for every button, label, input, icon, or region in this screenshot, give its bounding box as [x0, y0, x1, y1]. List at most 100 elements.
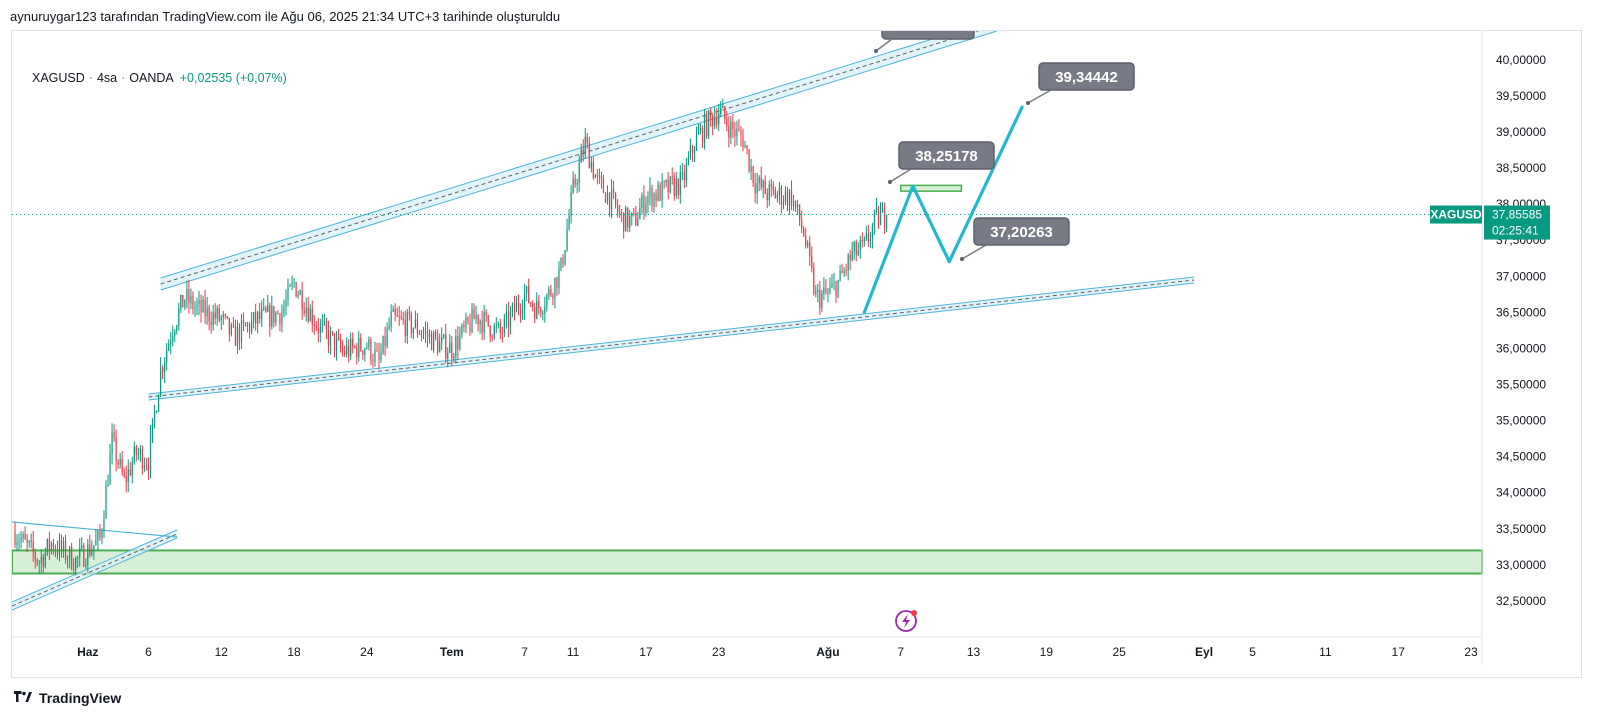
annotations: 38,25178 37,20263 39,34442 — [874, 31, 1135, 261]
lightning-icon — [902, 614, 910, 628]
candle-body — [58, 540, 61, 555]
candle-body — [222, 314, 224, 318]
candle-body — [346, 345, 348, 355]
candle-body — [103, 518, 105, 531]
candle-body — [475, 314, 477, 320]
time-tick-label: 5 — [1249, 645, 1256, 659]
candle-body — [831, 283, 833, 288]
candle-body — [228, 317, 230, 335]
chart-frame[interactable]: 38,25178 37,20263 39,34442 40,00000 39,5000… — [11, 30, 1582, 678]
candle-body — [528, 286, 530, 303]
candle-body — [36, 559, 38, 564]
candle-body — [234, 326, 237, 346]
candle-body — [178, 308, 180, 326]
candle-body — [497, 323, 499, 326]
price-tick-label: 35,50000 — [1496, 378, 1546, 392]
candle-body — [109, 453, 111, 485]
candle-body — [287, 286, 289, 300]
candle-body — [77, 557, 79, 559]
candle-body — [570, 192, 572, 216]
candle-body — [117, 461, 119, 465]
time-tick-label: 25 — [1112, 645, 1126, 659]
candle-body — [362, 350, 364, 355]
candle-body — [481, 320, 483, 333]
time-tick-label: 17 — [1392, 645, 1406, 659]
candle-body — [623, 212, 625, 232]
candle-body — [285, 299, 287, 308]
candle-body — [30, 540, 32, 542]
candle-body — [257, 311, 259, 324]
chart-svg[interactable]: 38,25178 37,20263 39,34442 40,00000 39,5000… — [12, 31, 1583, 679]
candle-body — [471, 308, 473, 333]
candle-body — [708, 110, 710, 137]
candle-body — [232, 324, 235, 327]
candle-body — [374, 350, 376, 362]
candle-body — [455, 336, 457, 357]
tradingview-logo-icon — [14, 691, 32, 702]
candle-body — [66, 559, 69, 561]
candle-body — [139, 448, 141, 454]
time-tick-label: Haz — [77, 645, 98, 659]
candle-body — [200, 299, 202, 313]
candle-body — [550, 289, 552, 295]
candle-body — [133, 446, 135, 463]
candle-body — [560, 257, 562, 269]
candle-body — [162, 367, 164, 373]
candle-body — [418, 333, 421, 335]
time-tick-label: 11 — [567, 645, 580, 659]
candle-body — [637, 219, 639, 226]
candle-body — [44, 552, 46, 567]
candle-body — [477, 314, 479, 325]
candle-body — [875, 207, 878, 212]
candle-body — [657, 184, 659, 201]
price-axis: 40,0000039,5000039,0000038,5000038,00000… — [1481, 31, 1546, 665]
candle-body — [354, 346, 356, 348]
projection — [862, 105, 1024, 314]
base-trendline-lower — [12, 537, 178, 611]
time-tick-label: 19 — [1040, 645, 1054, 659]
candle-body — [612, 188, 615, 193]
candle-body — [513, 304, 516, 313]
candle-body — [734, 129, 736, 137]
candle-body — [62, 541, 65, 551]
chart-legend[interactable]: XAGUSD · 4sa · OANDA +0,02535 (+0,07%) — [32, 71, 287, 85]
candle-body — [621, 212, 623, 214]
candle-body — [515, 302, 518, 313]
candle-body — [863, 237, 865, 242]
candle-body — [859, 239, 861, 251]
candle-body — [412, 327, 414, 334]
candle-body — [166, 350, 168, 363]
candle-body — [145, 465, 148, 467]
time-tick-label: Ağu — [816, 645, 839, 659]
candle-body — [190, 295, 192, 304]
candle-body — [784, 191, 787, 202]
candle-body — [495, 325, 497, 327]
candle-body — [263, 307, 265, 310]
candle-body — [861, 239, 863, 242]
candle-body — [542, 313, 544, 315]
candle-body — [291, 282, 293, 286]
annotation-anchor — [874, 49, 878, 53]
legend-change: +0,02535 (+0,07%) — [179, 71, 287, 85]
candle-body — [424, 331, 427, 333]
candle-body — [883, 207, 886, 228]
candle-body — [236, 326, 239, 346]
brand[interactable]: TradingView — [12, 690, 121, 706]
time-tick-label: 7 — [521, 645, 528, 659]
price-tag-countdown: 02:25:41 — [1492, 224, 1539, 238]
candle-body — [467, 317, 469, 323]
candle-body — [592, 162, 594, 178]
candle-body — [279, 314, 281, 325]
candle-body — [28, 541, 30, 543]
annotation-label: 39,34442 — [1055, 69, 1118, 86]
annotation-anchor — [888, 180, 892, 184]
candle-body — [26, 539, 28, 543]
candle-body — [305, 307, 307, 314]
candle-body — [803, 228, 805, 236]
candle-body — [384, 335, 386, 347]
candle-body — [52, 542, 55, 551]
candle-body — [358, 337, 360, 358]
candle-body — [691, 146, 694, 153]
candle-body — [50, 542, 53, 551]
candle-body — [174, 331, 176, 336]
